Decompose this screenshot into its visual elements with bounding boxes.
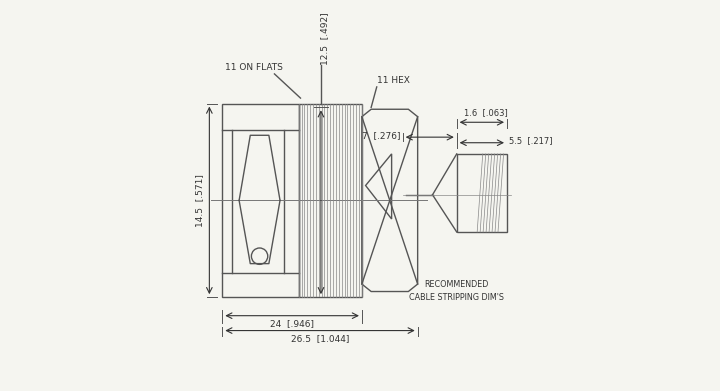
Bar [299,104,362,297]
Text: CABLE STRIPPING DIM'S: CABLE STRIPPING DIM'S [409,293,504,302]
Text: 12.5  [.492]: 12.5 [.492] [320,12,329,65]
Text: 7  [.276]: 7 [.276] [362,131,401,140]
Bar [222,104,299,297]
Text: 26.5  [1.044]: 26.5 [1.044] [291,334,349,343]
Text: 11 HEX: 11 HEX [377,76,410,85]
Text: 14.5  [.571]: 14.5 [.571] [196,174,204,227]
Text: 5.5  [.217]: 5.5 [.217] [509,136,552,145]
Text: 1.6  [.063]: 1.6 [.063] [464,108,508,117]
Text: 24  [.946]: 24 [.946] [270,319,314,328]
Text: RECOMMENDED: RECOMMENDED [425,280,489,289]
Bar [456,154,507,232]
Text: 11 ON FLATS: 11 ON FLATS [225,63,283,72]
